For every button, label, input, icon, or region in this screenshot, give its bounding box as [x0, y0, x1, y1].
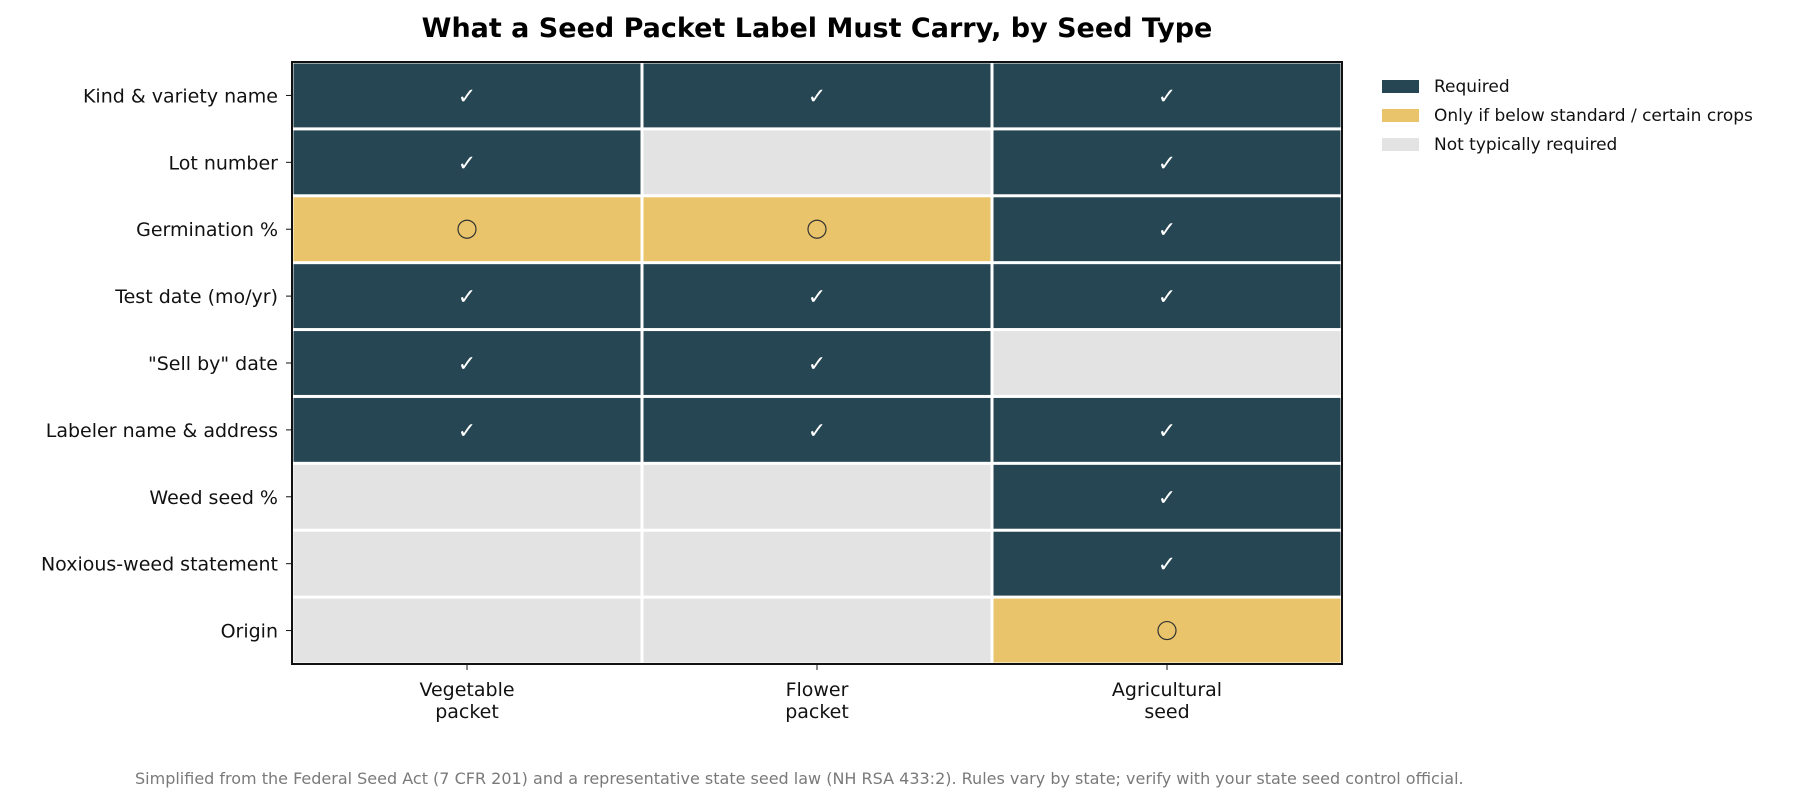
row-label-labeler-name-address: Labeler name & address: [46, 420, 278, 442]
column-label-line: Flower: [786, 679, 849, 701]
cell-weed-seed-flower: [643, 464, 991, 529]
check-mark-icon: ✓: [458, 352, 476, 377]
check-mark-icon: ✓: [1158, 151, 1176, 176]
cell-kind-variety-name-vegetable: [293, 63, 641, 128]
legend-swatch-required: [1382, 80, 1419, 93]
row-label-origin: Origin: [221, 621, 278, 643]
check-mark-icon: ✓: [808, 84, 826, 109]
cell-noxious-weed-statement-vegetable: [293, 531, 641, 596]
column-label-agricultural: Agricultural seed: [1112, 679, 1222, 723]
column-label-line: Vegetable: [419, 679, 514, 701]
cell-germination-agricultural: [993, 197, 1341, 262]
check-mark-icon: ✓: [1158, 84, 1176, 109]
check-mark-icon: ✓: [1158, 419, 1176, 444]
cell-origin-vegetable: [293, 598, 641, 663]
column-label-line: seed: [1144, 701, 1189, 723]
cell-sell-by-date-flower: [643, 331, 991, 395]
check-mark-icon: ✓: [808, 352, 826, 377]
cell-kind-variety-name-flower: [643, 63, 991, 128]
row-label-kind-variety-name: Kind & variety name: [83, 85, 278, 107]
row-label-lot-number: Lot number: [168, 152, 278, 174]
heatmap-cells: ✓ ✓ ✓ ✓ ✓ ✓ ✓ ✓ ✓ ✓ ✓ ✓ ✓ ✓ ✓ ✓: [293, 63, 1341, 663]
column-label-line: packet: [435, 701, 499, 723]
check-mark-icon: ✓: [1158, 486, 1176, 511]
row-label-sell-by-date: "Sell by" date: [148, 353, 278, 375]
circle-mark-icon: [807, 219, 827, 239]
row-label-noxious-weed-statement: Noxious-weed statement: [41, 554, 278, 576]
cell-lot-number-agricultural: [993, 130, 1341, 195]
check-mark-icon: ✓: [1158, 553, 1176, 578]
cell-weed-seed-agricultural: [993, 464, 1341, 529]
cell-labeler-name-address-agricultural: [993, 397, 1341, 462]
cell-origin-flower: [643, 598, 991, 663]
column-label-vegetable: Vegetable packet: [419, 679, 514, 723]
circle-mark-icon: [457, 219, 477, 239]
legend-swatch-not: [1382, 138, 1419, 151]
cell-sell-by-date-vegetable: [293, 331, 641, 395]
cell-kind-variety-name-agricultural: [993, 63, 1341, 128]
row-label-germination: Germination %: [136, 219, 278, 241]
column-label-flower: Flower packet: [785, 679, 849, 723]
legend-label-conditional: Only if below standard / certain crops: [1434, 106, 1753, 126]
chart-title: What a Seed Packet Label Must Carry, by …: [422, 13, 1213, 44]
check-mark-icon: ✓: [1158, 285, 1176, 310]
cell-lot-number-vegetable: [293, 130, 641, 195]
cell-origin-agricultural: [993, 598, 1341, 663]
cell-test-date-mo-yr-vegetable: [293, 264, 641, 329]
check-mark-icon: ✓: [808, 285, 826, 310]
cell-labeler-name-address-flower: [643, 397, 991, 462]
cell-germination-flower: [643, 197, 991, 262]
column-label-line: packet: [785, 701, 849, 723]
column-label-line: Agricultural: [1112, 679, 1222, 701]
check-mark-icon: ✓: [458, 285, 476, 310]
cell-noxious-weed-statement-agricultural: [993, 531, 1341, 596]
check-mark-icon: ✓: [1158, 218, 1176, 243]
row-labels: Kind & variety name Lot number Germination…: [41, 85, 292, 643]
cell-lot-number-flower: [643, 130, 991, 195]
footnote: Simplified from the Federal Seed Act (7 …: [135, 769, 1464, 788]
check-mark-icon: ✓: [458, 151, 476, 176]
legend-label-required: Required: [1434, 77, 1510, 97]
cell-germination-vegetable: [293, 197, 641, 262]
row-label-test-date-mo-yr: Test date (mo/yr): [114, 286, 278, 308]
cell-test-date-mo-yr-flower: [643, 264, 991, 329]
check-mark-icon: ✓: [808, 419, 826, 444]
legend: Required Only if below standard / certain…: [1382, 77, 1753, 155]
check-mark-icon: ✓: [458, 419, 476, 444]
cell-weed-seed-vegetable: [293, 464, 641, 529]
cell-test-date-mo-yr-agricultural: [993, 264, 1341, 329]
cell-sell-by-date-agricultural: [993, 331, 1341, 395]
circle-mark-icon: [1157, 620, 1177, 641]
row-label-weed-seed: Weed seed %: [149, 487, 278, 509]
cell-noxious-weed-statement-flower: [643, 531, 991, 596]
check-mark-icon: ✓: [458, 84, 476, 109]
cell-labeler-name-address-vegetable: [293, 397, 641, 462]
legend-label-not: Not typically required: [1434, 135, 1617, 155]
legend-swatch-conditional: [1382, 109, 1419, 122]
